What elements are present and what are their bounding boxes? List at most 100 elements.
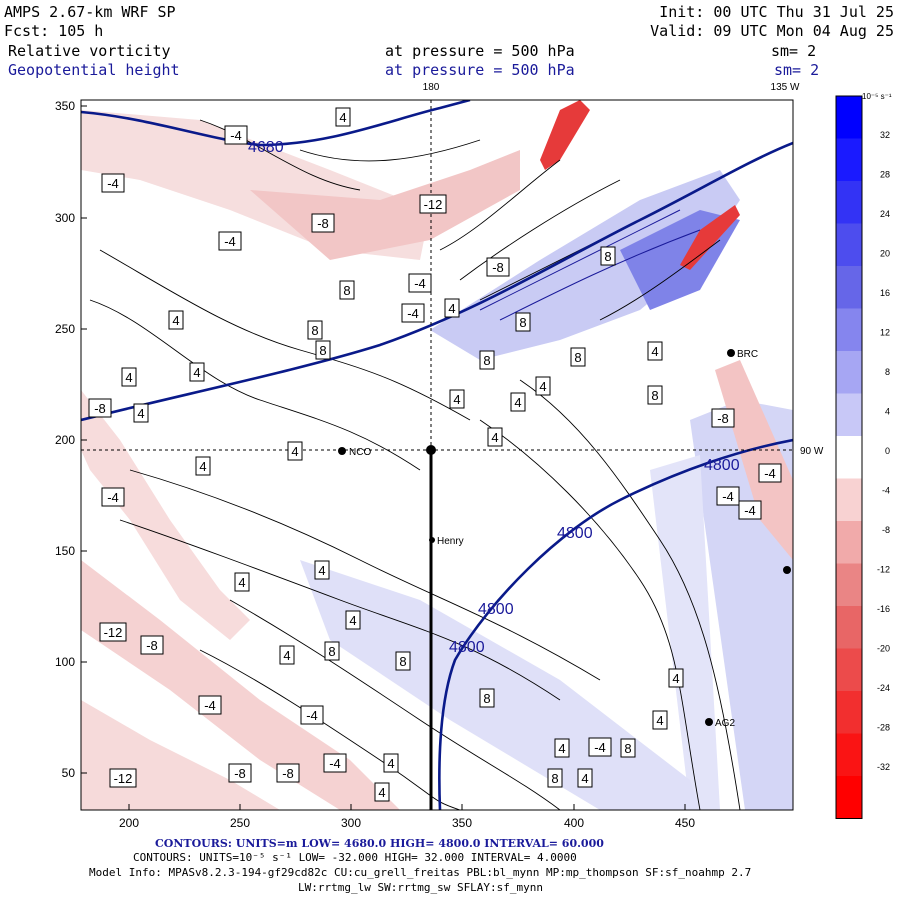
vorticity-label: 8 <box>547 768 563 788</box>
x-tick-label: 450 <box>675 816 695 830</box>
svg-text:-4: -4 <box>407 306 419 321</box>
intense-vorticity-streak <box>680 205 740 270</box>
vorticity-label: -8 <box>228 763 252 783</box>
y-tick-label: 200 <box>55 433 75 447</box>
y-tick-label: 350 <box>55 99 75 113</box>
vorticity-label: 8 <box>479 688 495 708</box>
x-tick-label: 400 <box>564 816 584 830</box>
x-axis-ticks: 200 250 300 350 400 450 <box>119 816 695 830</box>
field2-name: Geopotential height <box>8 61 180 79</box>
y-tick-label: 50 <box>62 766 76 780</box>
colorbar-swatch <box>836 351 862 394</box>
axis-ticks <box>81 105 686 810</box>
vorticity-label: -4 <box>588 737 612 757</box>
svg-text:-4: -4 <box>722 489 734 504</box>
colorbar-swatch <box>836 521 862 564</box>
svg-text:4: 4 <box>448 301 455 316</box>
colorbar-tick-label: 8 <box>885 367 890 377</box>
vorticity-label: -8 <box>711 408 735 428</box>
x-tick-label: 300 <box>341 816 361 830</box>
valid-time: Valid: 09 UTC Mon 04 Aug 25 <box>650 22 894 40</box>
negative-vorticity-band <box>81 390 250 640</box>
svg-text:8: 8 <box>343 283 350 298</box>
station-label: AG2 <box>715 718 735 729</box>
svg-text:-8: -8 <box>717 411 729 426</box>
station-label: NCO <box>349 447 371 458</box>
svg-text:-4: -4 <box>107 490 119 505</box>
vorticity-label: 4 <box>345 610 361 630</box>
svg-text:4: 4 <box>199 459 206 474</box>
colorbar-swatch <box>836 266 862 309</box>
colorbar-swatch <box>836 393 862 436</box>
svg-text:4: 4 <box>558 741 565 756</box>
svg-text:-8: -8 <box>94 401 106 416</box>
svg-text:4: 4 <box>453 392 460 407</box>
svg-text:4: 4 <box>172 313 179 328</box>
vorticity-labels: -44-4-4-8-12-4-4-844 4-4484488448-8-8-4-4… <box>88 107 782 802</box>
height-contour-4800-south <box>438 438 793 810</box>
station-label: Henry <box>437 536 464 547</box>
svg-text:4: 4 <box>318 563 325 578</box>
svg-text:-8: -8 <box>146 638 158 653</box>
vorticity-label: 4 <box>510 392 526 412</box>
colorbar-swatch <box>836 648 862 691</box>
pole-marker <box>426 445 436 455</box>
vorticity-label: 4 <box>121 367 137 387</box>
height-contours <box>81 100 793 810</box>
svg-text:-4: -4 <box>744 503 756 518</box>
svg-text:4: 4 <box>651 344 658 359</box>
vorticity-contour-info: CONTOURS: UNITS=10⁻⁵ s⁻¹ LOW= -32.000 HI… <box>133 851 577 864</box>
station-marker <box>429 537 435 543</box>
colorbar-tick-label: -4 <box>882 486 890 496</box>
svg-text:4: 4 <box>514 395 521 410</box>
positive-vorticity-region <box>430 170 740 360</box>
vorticity-label: 4 <box>374 782 390 802</box>
colorbar-tick-label: -24 <box>877 683 890 693</box>
svg-text:-4: -4 <box>594 740 606 755</box>
colorbar-tick-label: -8 <box>882 525 890 535</box>
svg-text:4: 4 <box>539 379 546 394</box>
svg-text:8: 8 <box>399 654 406 669</box>
station-marker <box>727 349 735 357</box>
vorticity-label: 8 <box>479 350 495 370</box>
svg-text:4: 4 <box>137 406 144 421</box>
svg-text:-4: -4 <box>764 466 776 481</box>
svg-text:4: 4 <box>349 613 356 628</box>
colorbar-tick-label: 24 <box>880 209 890 219</box>
svg-text:4: 4 <box>283 648 290 663</box>
svg-text:-12: -12 <box>424 197 443 212</box>
svg-text:4: 4 <box>672 671 679 686</box>
vorticity-label: -4 <box>758 463 782 483</box>
svg-text:8: 8 <box>483 691 490 706</box>
vorticity-label: 8 <box>339 280 355 300</box>
vorticity-label: 8 <box>600 246 616 266</box>
svg-text:-4: -4 <box>204 698 216 713</box>
colorbar-swatch <box>836 563 862 606</box>
svg-text:-8: -8 <box>234 766 246 781</box>
svg-text:8: 8 <box>328 644 335 659</box>
vorticity-label: 4 <box>383 753 399 773</box>
svg-text:4: 4 <box>656 713 663 728</box>
vorticity-label: -4 <box>224 125 248 145</box>
colorbar-tick-label: 16 <box>880 288 890 298</box>
positive-vorticity-band <box>650 455 720 810</box>
vorticity-label: 4 <box>647 341 663 361</box>
intense-vorticity-streak <box>540 100 590 170</box>
vorticity-label: 4 <box>335 107 351 127</box>
svg-text:-4: -4 <box>329 756 341 771</box>
vorticity-label: 4 <box>444 298 460 318</box>
svg-text:-4: -4 <box>306 708 318 723</box>
height-labels: 4680 4800 4800 4800 4800 <box>248 139 740 656</box>
vorticity-label: 4 <box>287 441 303 461</box>
svg-text:-4: -4 <box>414 276 426 291</box>
field2-smooth: sm= 2 <box>774 61 820 79</box>
svg-text:4: 4 <box>291 444 298 459</box>
svg-text:-4: -4 <box>230 128 242 143</box>
vorticity-label: -4 <box>401 303 425 323</box>
colorbar-tick-label: 20 <box>880 249 890 259</box>
vorticity-label: 4 <box>449 389 465 409</box>
vorticity-label: 8 <box>515 312 531 332</box>
vorticity-label: 4 <box>668 668 684 688</box>
vorticity-label: 4 <box>189 362 205 382</box>
